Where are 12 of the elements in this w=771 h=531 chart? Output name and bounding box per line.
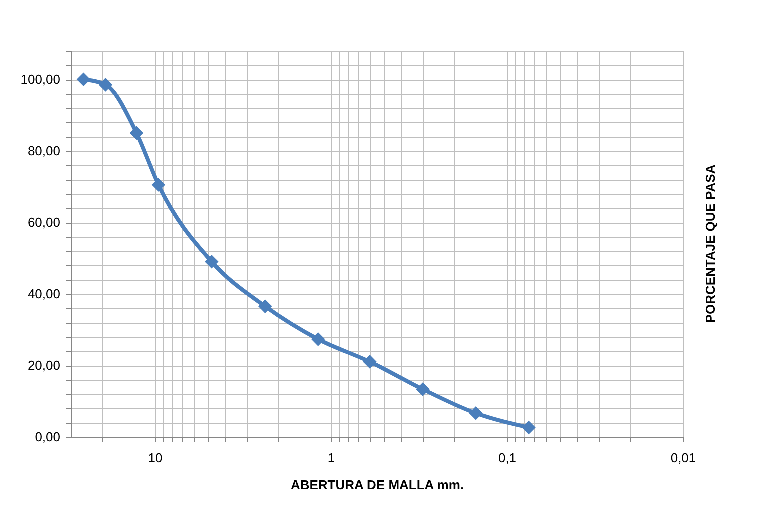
x-tick-label: 0,01 (670, 450, 696, 466)
x-tick-label: 10 (148, 450, 163, 466)
y-tick-label: 60,00 (28, 215, 60, 230)
x-axis-title: ABERTURA DE MALLA mm. (290, 478, 464, 492)
y-tick-label: 20,00 (28, 358, 60, 374)
x-tick-label: 1 (328, 450, 336, 466)
y-tick-label: 40,00 (28, 286, 60, 302)
x-tick-label: 0,1 (498, 450, 517, 466)
y-axis-title: PORCENTAJE QUE PASA (703, 164, 718, 324)
y-tick-label: 0,00 (35, 430, 60, 444)
y-tick-label: 80,00 (28, 144, 60, 159)
y-tick-label: 100,00 (20, 72, 60, 88)
